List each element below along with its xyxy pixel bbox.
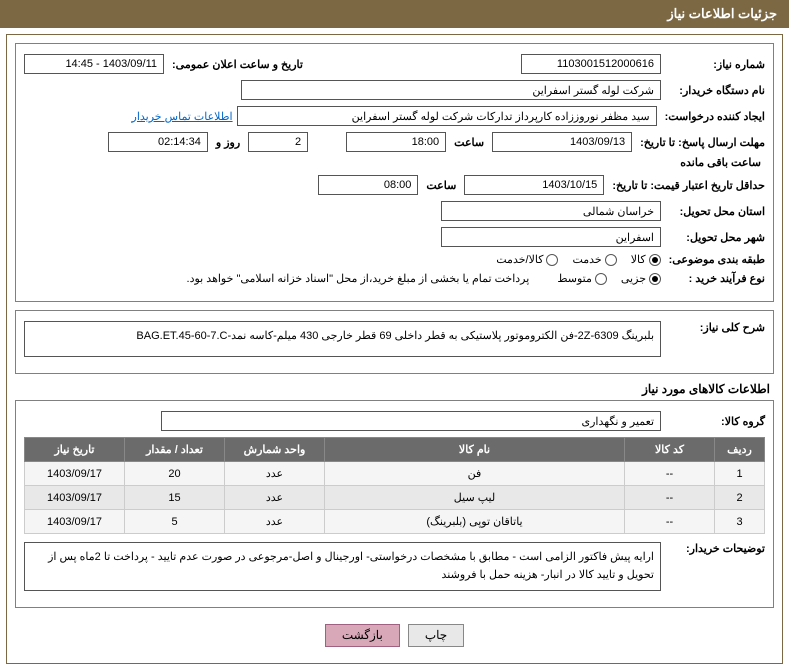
radio-service[interactable]: خدمت xyxy=(572,253,616,266)
radio-partial-label: جزیی xyxy=(621,272,646,285)
purchase-type-label: نوع فرآیند خرید : xyxy=(665,272,765,285)
table-cell: 1403/09/17 xyxy=(25,462,125,486)
radio-goods-service-label: کالا/خدمت xyxy=(496,253,543,266)
need-no-value: 1103001512000616 xyxy=(521,54,661,74)
radio-goods-service[interactable]: کالا/خدمت xyxy=(496,253,558,266)
table-cell: 15 xyxy=(125,486,225,510)
need-info-fieldset: شماره نیاز: 1103001512000616 تاریخ و ساع… xyxy=(15,43,774,302)
radio-medium[interactable]: متوسط xyxy=(557,272,607,285)
table-cell: 20 xyxy=(125,462,225,486)
table-cell: 1 xyxy=(715,462,765,486)
table-cell: 2 xyxy=(715,486,765,510)
buyer-org-value: شرکت لوله گستر اسفراین xyxy=(241,80,661,100)
table-cell: عدد xyxy=(225,462,325,486)
table-cell: -- xyxy=(625,510,715,534)
items-fieldset: گروه کالا: تعمیر و نگهداری ردیف کد کالا … xyxy=(15,400,774,608)
th-row: ردیف xyxy=(715,438,765,462)
radio-medium-label: متوسط xyxy=(557,272,592,285)
delivery-province-value: خراسان شمالی xyxy=(441,201,661,221)
table-row: 2--لیپ سیلعدد151403/09/17 xyxy=(25,486,765,510)
deadline-reply-label: مهلت ارسال پاسخ: تا تاریخ: xyxy=(636,136,765,149)
deadline-reply-time: 18:00 xyxy=(346,132,446,152)
items-table: ردیف کد کالا نام کالا واحد شمارش تعداد /… xyxy=(24,437,765,534)
purchase-note: پرداخت تمام یا بخشی از مبلغ خرید،از محل … xyxy=(187,272,530,285)
requester-value: سید مظفر نوروززاده کارپرداز تدارکات شرکت… xyxy=(237,106,657,126)
main-panel: شماره نیاز: 1103001512000616 تاریخ و ساع… xyxy=(6,34,783,664)
items-section-title: اطلاعات کالاهای مورد نیاز xyxy=(19,382,770,396)
purchase-type-radio-group: جزیی متوسط xyxy=(557,272,661,285)
buyer-org-label: نام دستگاه خریدار: xyxy=(665,84,765,97)
table-cell: -- xyxy=(625,462,715,486)
deadline-reply-date: 1403/09/13 xyxy=(492,132,632,152)
time-label-2: ساعت xyxy=(422,179,460,192)
th-qty: تعداد / مقدار xyxy=(125,438,225,462)
print-button[interactable]: چاپ xyxy=(408,624,464,647)
table-cell: 5 xyxy=(125,510,225,534)
category-label: طبقه بندی موضوعی: xyxy=(665,253,765,266)
category-radio-group: کالا خدمت کالا/خدمت xyxy=(496,253,660,266)
time-label-1: ساعت xyxy=(450,136,488,149)
need-summary-label: شرح کلی نیاز: xyxy=(665,321,765,334)
panel-header: جزئیات اطلاعات نیاز xyxy=(0,0,789,28)
table-row: 1--فنعدد201403/09/17 xyxy=(25,462,765,486)
th-code: کد کالا xyxy=(625,438,715,462)
th-date: تاریخ نیاز xyxy=(25,438,125,462)
table-cell: یاتاقان توپی (بلبرینگ) xyxy=(325,510,625,534)
remaining-days: 2 xyxy=(248,132,308,152)
remaining-suffix: ساعت باقی مانده xyxy=(676,156,765,169)
need-summary-value: بلبرینگ 6309-2Z-فن الکتروموتور پلاستیکی … xyxy=(24,321,661,357)
th-name: نام کالا xyxy=(325,438,625,462)
radio-goods[interactable]: کالا xyxy=(631,253,661,266)
price-valid-time: 08:00 xyxy=(318,175,418,195)
table-cell: -- xyxy=(625,486,715,510)
delivery-city-value: اسفراین xyxy=(441,227,661,247)
item-group-value: تعمیر و نگهداری xyxy=(161,411,661,431)
delivery-city-label: شهر محل تحویل: xyxy=(665,231,765,244)
back-button[interactable]: بازگشت xyxy=(325,624,400,647)
table-row: 3--یاتاقان توپی (بلبرینگ)عدد51403/09/17 xyxy=(25,510,765,534)
table-cell: فن xyxy=(325,462,625,486)
price-valid-date: 1403/10/15 xyxy=(464,175,604,195)
item-group-label: گروه کالا: xyxy=(665,415,765,428)
table-cell: لیپ سیل xyxy=(325,486,625,510)
remaining-time: 02:14:34 xyxy=(108,132,208,152)
need-no-label: شماره نیاز: xyxy=(665,58,765,71)
th-unit: واحد شمارش xyxy=(225,438,325,462)
need-summary-fieldset: شرح کلی نیاز: بلبرینگ 6309-2Z-فن الکتروم… xyxy=(15,310,774,374)
price-valid-label: حداقل تاریخ اعتبار قیمت: تا تاریخ: xyxy=(608,179,765,192)
radio-service-label: خدمت xyxy=(572,253,601,266)
contact-link[interactable]: اطلاعات تماس خریدار xyxy=(132,110,233,123)
buyer-notes-value: ارایه پیش فاکتور الزامی است - مطابق با م… xyxy=(24,542,661,591)
table-cell: 3 xyxy=(715,510,765,534)
announce-value: 1403/09/11 - 14:45 xyxy=(24,54,164,74)
announce-label: تاریخ و ساعت اعلان عمومی: xyxy=(168,58,307,71)
button-row: چاپ بازگشت xyxy=(15,616,774,655)
radio-goods-label: کالا xyxy=(631,253,646,266)
table-cell: 1403/09/17 xyxy=(25,510,125,534)
table-cell: 1403/09/17 xyxy=(25,486,125,510)
buyer-notes-label: توضیحات خریدار: xyxy=(665,542,765,555)
days-and-label: روز و xyxy=(212,136,244,149)
radio-partial[interactable]: جزیی xyxy=(621,272,661,285)
delivery-province-label: استان محل تحویل: xyxy=(665,205,765,218)
table-cell: عدد xyxy=(225,510,325,534)
requester-label: ایجاد کننده درخواست: xyxy=(661,110,765,123)
table-cell: عدد xyxy=(225,486,325,510)
